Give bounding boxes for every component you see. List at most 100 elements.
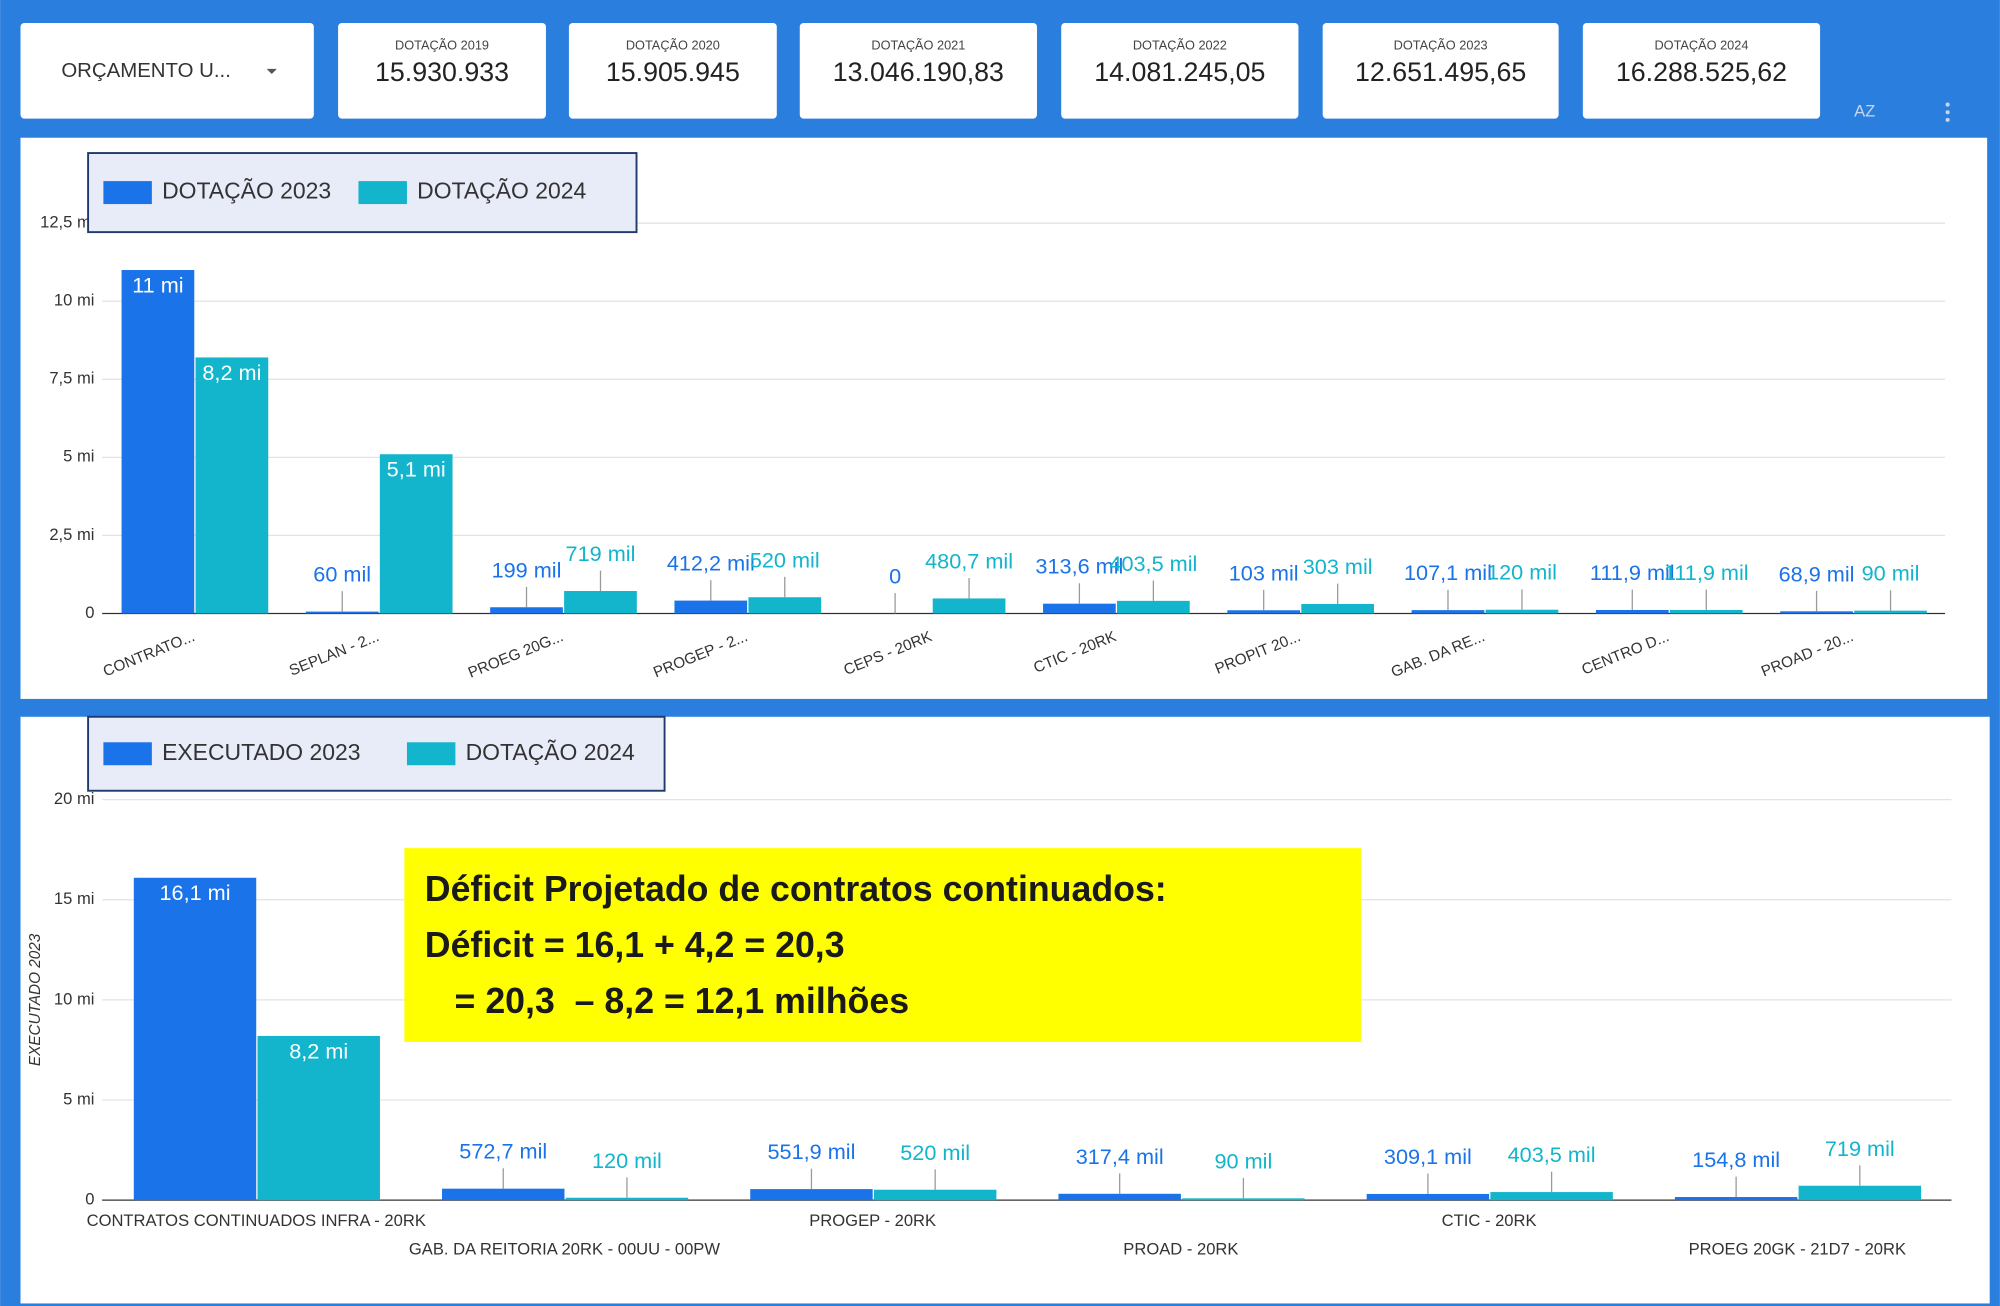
data-label: 572,7 mil [459,1139,547,1164]
data-label: 551,9 mil [767,1139,855,1164]
kpi-label: DOTAÇÃO 2019 [395,37,489,52]
data-label: 120 mil [1487,560,1557,585]
annotation-box [404,848,1361,1042]
data-label: 309,1 mil [1384,1144,1472,1169]
bar [1227,610,1301,614]
kpi-card [338,22,546,119]
kpi-card [568,22,777,119]
bar [1043,603,1116,614]
kpi-label: DOTAÇÃO 2023 [1394,37,1488,52]
bar [873,1189,997,1201]
menu-dot[interactable] [1945,117,1950,122]
bar [195,357,269,614]
bar [121,270,195,614]
legend-label: DOTAÇÃO 2024 [466,739,635,765]
data-label: 68,9 mil [1779,561,1855,586]
data-label: 103 mil [1229,560,1299,585]
data-label: 5,1 mi [387,457,446,482]
y-tick-label: 0 [85,1190,94,1209]
bar [1301,604,1375,614]
bar [1674,1197,1798,1201]
data-label: 0 [889,563,901,588]
bar [1798,1185,1922,1201]
data-label: 8,2 mi [202,360,261,385]
data-label: 303 mil [1303,554,1373,579]
kpi-value: 15.930.933 [375,57,509,87]
data-label: 60 mil [313,562,371,587]
x-tick-label: CONTRATOS CONTINUADOS INFRA - 20RK [87,1211,426,1230]
kpi-card [799,22,1037,119]
kpi-value: 14.081.245,05 [1094,57,1265,87]
data-label: 111,9 mil [1590,560,1675,585]
data-label: 120 mil [592,1148,662,1173]
bar [133,877,257,1201]
data-label: 16,1 mi [159,880,230,905]
bar [1182,1198,1305,1201]
bar [379,454,453,614]
menu-dot[interactable] [1945,110,1950,115]
bar [1669,609,1743,614]
data-label: 313,6 mil [1035,554,1123,579]
data-label: 90 mil [1862,561,1920,586]
annotation-text: Déficit = 16,1 + 4,2 = 20,3 [425,925,845,965]
data-label: 719 mil [566,541,636,566]
sort-icon[interactable]: AZ [1854,102,1875,121]
bar [564,591,637,614]
y-tick-label: 7,5 mi [49,369,94,388]
bar [490,607,563,614]
data-label: 11 mi [132,272,183,297]
legend-swatch [406,742,456,766]
bar [1058,1193,1181,1201]
bar [1595,609,1669,614]
kpi-label: DOTAÇÃO 2022 [1133,37,1227,52]
bar [442,1188,565,1201]
kpi-label: DOTAÇÃO 2021 [871,37,965,52]
dropdown-arrow[interactable] [266,68,277,74]
data-label: 520 mil [900,1140,970,1165]
data-label: 90 mil [1214,1148,1272,1173]
bar [674,600,748,614]
legend-label: DOTAÇÃO 2023 [162,178,331,204]
data-label: 403,5 mil [1109,551,1197,576]
data-label: 719 mil [1825,1136,1895,1161]
kpi-value: 16.288.525,62 [1616,57,1787,87]
legend-label: EXECUTADO 2023 [162,739,360,765]
y-axis-title: EXECUTADO 2023 [27,933,44,1066]
y-tick-label: 5 mi [63,1089,94,1108]
annotation-text: = 20,3 – 8,2 = 12,1 milhões [425,981,909,1021]
bar [932,598,1006,614]
annotation-text: Déficit Projetado de contratos continuad… [425,869,1167,909]
y-tick-label: 10 mi [54,291,95,310]
bar [750,1189,873,1201]
legend-swatch [103,181,152,205]
y-tick-label: 15 mi [54,889,95,908]
data-label: 111,9 mil [1664,560,1749,585]
kpi-card [1061,22,1299,119]
data-label: 8,2 mi [289,1038,348,1063]
bar [565,1197,689,1201]
legend-box [87,715,666,792]
dropdown-label[interactable]: ORÇAMENTO U... [61,60,231,82]
x-tick-label: PROAD - 20RK [1123,1239,1238,1258]
bar [748,597,822,614]
kpi-card [1322,22,1559,119]
legend-swatch [103,742,152,766]
legend-swatch [358,181,407,205]
bar [1490,1192,1613,1201]
data-label: 107,1 mil [1404,560,1492,585]
kpi-value: 13.046.190,83 [833,57,1004,87]
data-label: 317,4 mil [1076,1144,1164,1169]
kpi-value: 12.651.495,65 [1355,57,1526,87]
data-label: 520 mil [750,547,820,572]
y-tick-label: 10 mi [54,989,95,1008]
y-tick-label: 2,5 mi [49,525,94,544]
legend-label: DOTAÇÃO 2024 [417,178,586,204]
bar [257,1035,380,1201]
kpi-label: DOTAÇÃO 2024 [1654,37,1748,52]
dropdown[interactable] [20,22,314,119]
bar [1485,609,1559,614]
menu-dot[interactable] [1945,102,1950,107]
data-label: 480,7 mil [925,548,1013,573]
bar [1780,611,1853,614]
